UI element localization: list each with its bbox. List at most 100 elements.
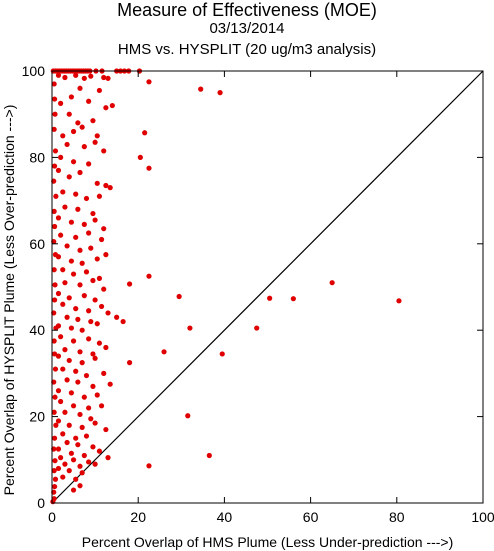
data-point-183 [94, 392, 100, 398]
data-point-186 [86, 405, 92, 411]
data-point-190 [88, 416, 94, 422]
axis-ticks: 0 20 40 60 80 100 0 20 40 60 80 100 [22, 63, 494, 525]
data-point-107 [81, 221, 87, 227]
data-point-166 [219, 351, 225, 357]
data-point-187 [98, 403, 105, 409]
data-point-64 [105, 75, 111, 81]
y-axis-label: Percent Overlap of HYSPLIT Plume (Less O… [1, 105, 17, 496]
data-point-95 [94, 180, 100, 186]
data-point-113 [98, 236, 105, 243]
data-point-205 [81, 452, 87, 459]
data-point-101 [96, 193, 103, 199]
data-point-134 [81, 293, 87, 299]
data-point-105 [55, 215, 62, 221]
chart-title: Measure of Effectiveness (MOE) [117, 0, 377, 20]
data-point-212 [62, 461, 68, 467]
data-point-93 [66, 174, 72, 180]
data-point-222 [70, 487, 77, 493]
data-point-79 [70, 128, 77, 135]
data-point-180 [55, 388, 62, 394]
data-point-148 [88, 318, 94, 325]
x-axis-label: Percent Overlap of HMS Plume (Less Under… [82, 534, 454, 550]
data-point-19 [52, 282, 58, 288]
data-point-77 [90, 118, 96, 124]
data-point-131 [101, 286, 107, 292]
data-point-202 [90, 444, 96, 450]
data-point-185 [70, 403, 77, 409]
data-point-98 [60, 189, 66, 195]
data-point-84 [81, 144, 87, 150]
data-point-193 [66, 422, 72, 428]
data-point-192 [55, 418, 62, 424]
data-point-143 [86, 308, 92, 314]
data-point-110 [58, 232, 64, 238]
data-point-210 [105, 455, 111, 461]
data-point-153 [79, 327, 85, 333]
data-point-218 [146, 463, 152, 469]
data-point-175 [101, 370, 107, 376]
data-point-137 [267, 295, 273, 301]
data-point-133 [66, 295, 72, 301]
data-point-154 [94, 321, 100, 327]
data-point-177 [75, 379, 81, 385]
data-point-219 [60, 474, 66, 480]
y-tick-label: 60 [29, 236, 45, 252]
data-point-221 [77, 483, 83, 489]
data-point-108 [92, 217, 98, 223]
y-tick-label: 20 [29, 409, 45, 425]
data-point-128 [77, 282, 83, 288]
data-point-75 [66, 111, 72, 117]
data-point-27 [51, 163, 58, 169]
data-point-157 [58, 334, 64, 340]
data-point-213 [77, 463, 83, 469]
data-point-165 [161, 349, 167, 355]
data-point-122 [60, 267, 66, 273]
data-point-69 [68, 94, 74, 100]
data-point-182 [81, 394, 87, 400]
data-point-194 [79, 424, 85, 430]
data-point-206 [96, 448, 103, 454]
x-tick-label: 0 [48, 509, 56, 525]
data-point-87 [58, 154, 64, 160]
data-point-10 [51, 409, 57, 415]
data-point-106 [68, 219, 74, 225]
data-point-124 [83, 269, 90, 275]
data-point-74 [109, 102, 115, 109]
data-point-170 [92, 355, 98, 361]
data-point-199 [83, 433, 90, 439]
data-point-152 [68, 325, 74, 331]
data-point-162 [62, 347, 68, 353]
data-point-65 [146, 79, 152, 85]
data-point-140 [396, 298, 402, 304]
data-point-86 [101, 148, 107, 154]
chart-subtitle-date: 03/13/2014 [209, 20, 285, 37]
data-point-14 [51, 351, 58, 357]
data-point-112 [86, 230, 92, 236]
x-tick-label: 20 [130, 509, 146, 525]
data-point-156 [254, 325, 260, 331]
data-point-80 [79, 124, 85, 130]
data-point-109 [101, 226, 107, 232]
data-point-5 [51, 468, 57, 474]
data-point-9 [53, 422, 59, 428]
data-point-150 [120, 318, 126, 325]
data-point-155 [187, 325, 193, 331]
data-point-123 [70, 271, 77, 277]
data-point-30 [52, 111, 58, 117]
data-point-214 [92, 461, 98, 467]
data-point-144 [98, 303, 105, 310]
data-point-67 [217, 90, 223, 96]
data-point-147 [75, 316, 81, 322]
y-tick-label: 0 [37, 495, 45, 511]
data-point-32 [51, 81, 57, 87]
data-point-126 [146, 273, 152, 279]
data-point-163 [77, 349, 83, 355]
data-point-70 [77, 85, 83, 91]
data-point-78 [60, 133, 66, 139]
data-point-97 [107, 185, 113, 191]
data-point-66 [198, 86, 204, 92]
data-point-116 [88, 245, 94, 251]
data-point-136 [176, 293, 182, 300]
data-point-178 [90, 383, 96, 389]
